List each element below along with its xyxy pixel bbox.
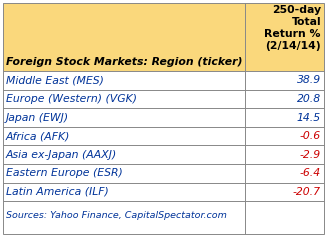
Text: Asia ex-Japan (AAXJ): Asia ex-Japan (AAXJ) (6, 150, 117, 160)
Text: 38.9: 38.9 (297, 75, 321, 85)
Text: 250-day
Total
Return %
(2/14/14): 250-day Total Return % (2/14/14) (265, 5, 321, 51)
Text: Eastern Europe (ESR): Eastern Europe (ESR) (6, 168, 123, 178)
Bar (3, 108, 324, 127)
Bar (3, 90, 324, 108)
Text: -0.6: -0.6 (300, 131, 321, 141)
Bar (3, 164, 324, 183)
Text: Foreign Stock Markets: Region (ticker): Foreign Stock Markets: Region (ticker) (6, 57, 243, 67)
Bar (3, 127, 324, 146)
Bar (3, 201, 324, 234)
Text: Middle East (MES): Middle East (MES) (6, 75, 104, 85)
Bar (245, 3, 324, 71)
Text: 20.8: 20.8 (297, 94, 321, 104)
Text: Japan (EWJ): Japan (EWJ) (6, 113, 69, 123)
Bar (3, 71, 324, 90)
Text: -6.4: -6.4 (300, 168, 321, 178)
Bar (3, 146, 324, 164)
Bar (3, 183, 324, 201)
Text: -20.7: -20.7 (293, 187, 321, 197)
Text: Sources: Yahoo Finance, CapitalSpectator.com: Sources: Yahoo Finance, CapitalSpectator… (6, 211, 227, 220)
Text: 14.5: 14.5 (297, 113, 321, 123)
Text: -2.9: -2.9 (300, 150, 321, 160)
Text: Africa (AFK): Africa (AFK) (6, 131, 70, 141)
Bar (3, 3, 245, 71)
Text: Latin America (ILF): Latin America (ILF) (6, 187, 109, 197)
Text: Europe (Western) (VGK): Europe (Western) (VGK) (6, 94, 137, 104)
